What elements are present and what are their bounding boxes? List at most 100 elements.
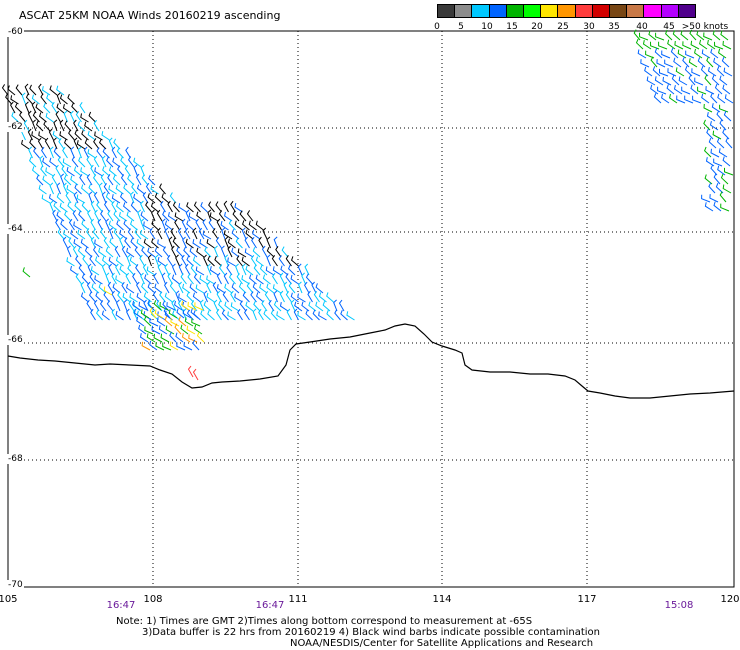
wind-barb (171, 299, 177, 312)
wind-barb (684, 95, 694, 104)
wind-barb (182, 309, 192, 319)
wind-barb (216, 290, 222, 303)
wind-barb (178, 316, 187, 327)
lat-label: -66 (7, 335, 24, 345)
wind-barb (90, 218, 96, 231)
wind-barb (286, 308, 292, 321)
wind-barb (719, 75, 728, 86)
wind-barb (112, 174, 121, 186)
wind-barb (694, 48, 703, 59)
wind-barb (29, 138, 37, 150)
wind-barb (206, 263, 212, 276)
wind-barb (160, 333, 170, 343)
wind-barb (186, 255, 194, 267)
wind-barb (164, 292, 173, 303)
wind-barb (704, 174, 713, 185)
wind-barb (164, 227, 170, 240)
wind-barb (192, 239, 201, 249)
wind-barb (89, 291, 96, 303)
map-title: ASCAT 25KM NOAA Winds 20160219 ascending (19, 9, 281, 22)
wind-barb (90, 200, 96, 213)
wind-barb (696, 30, 705, 41)
wind-barb (77, 246, 86, 258)
wind-barb (102, 147, 110, 159)
wind-barb (100, 228, 107, 240)
wind-barb (81, 184, 89, 195)
wind-barb (61, 165, 68, 177)
wind-barb (720, 173, 729, 185)
wind-barb (252, 308, 257, 321)
wind-barb (81, 219, 89, 231)
wind-barb (138, 324, 147, 335)
wind-barb (78, 264, 86, 276)
wind-barb (122, 292, 131, 303)
wind-barb (90, 266, 100, 276)
wind-barb (207, 255, 215, 267)
wind-barb (271, 255, 278, 267)
wind-barb (141, 246, 149, 258)
map-frame (7, 30, 735, 588)
wind-barb (694, 77, 704, 86)
wind-barb (29, 156, 37, 168)
wind-barb (152, 290, 159, 303)
wind-barb (84, 246, 93, 258)
wind-barb (93, 191, 100, 204)
wind-barb (123, 299, 128, 312)
wind-barb (234, 220, 243, 231)
wind-barb (111, 290, 117, 303)
wind-barb (156, 209, 163, 222)
wind-barb (57, 228, 65, 240)
wind-barb (652, 66, 661, 77)
wind-barb (178, 293, 187, 303)
wind-barb (78, 210, 86, 222)
wind-barb (93, 119, 100, 132)
wind-barb (677, 49, 687, 59)
wind-barb (253, 300, 261, 312)
wind-barb (722, 128, 730, 140)
wind-barb (658, 41, 668, 50)
wind-barb (666, 84, 675, 95)
wind-barb (224, 301, 233, 312)
wind-barb (223, 200, 229, 213)
legend-label: 35 (608, 22, 620, 32)
wind-barb (650, 56, 658, 68)
wind-barb (203, 290, 208, 303)
wind-barb (185, 209, 191, 222)
wind-barb (650, 41, 660, 50)
wind-barb (116, 147, 124, 159)
wind-barb (120, 192, 128, 204)
wind-barb (144, 326, 154, 335)
wind-barb (93, 246, 100, 258)
legend-label: 45 (663, 22, 675, 32)
wind-barb (262, 274, 271, 285)
wind-barb (231, 283, 240, 294)
wind-barb (305, 273, 313, 285)
wind-barb (98, 283, 107, 294)
wind-barb (93, 155, 100, 168)
wind-barb (340, 310, 348, 321)
wind-barb (704, 202, 714, 212)
wind-barb (29, 84, 37, 96)
wind-barb (27, 128, 33, 141)
wind-barb (169, 192, 177, 204)
wind-barb (115, 263, 121, 276)
pass-time-label: 16:47 (106, 600, 136, 611)
wind-barb (41, 194, 51, 204)
wind-barb (293, 308, 299, 321)
wind-barb (105, 218, 110, 231)
wind-barb (130, 237, 138, 249)
wind-barb (73, 191, 79, 204)
wind-barb (95, 309, 103, 321)
wind-barb (266, 283, 275, 294)
wind-barb (226, 264, 233, 276)
wind-barb (115, 310, 124, 321)
wind-barb (719, 191, 727, 203)
wind-barb (689, 29, 697, 41)
wind-barb (139, 254, 145, 267)
wind-barb (111, 200, 117, 213)
wind-barb (140, 211, 149, 222)
wind-barb (43, 102, 51, 114)
wind-barb (153, 333, 163, 343)
wind-barb (303, 281, 310, 294)
